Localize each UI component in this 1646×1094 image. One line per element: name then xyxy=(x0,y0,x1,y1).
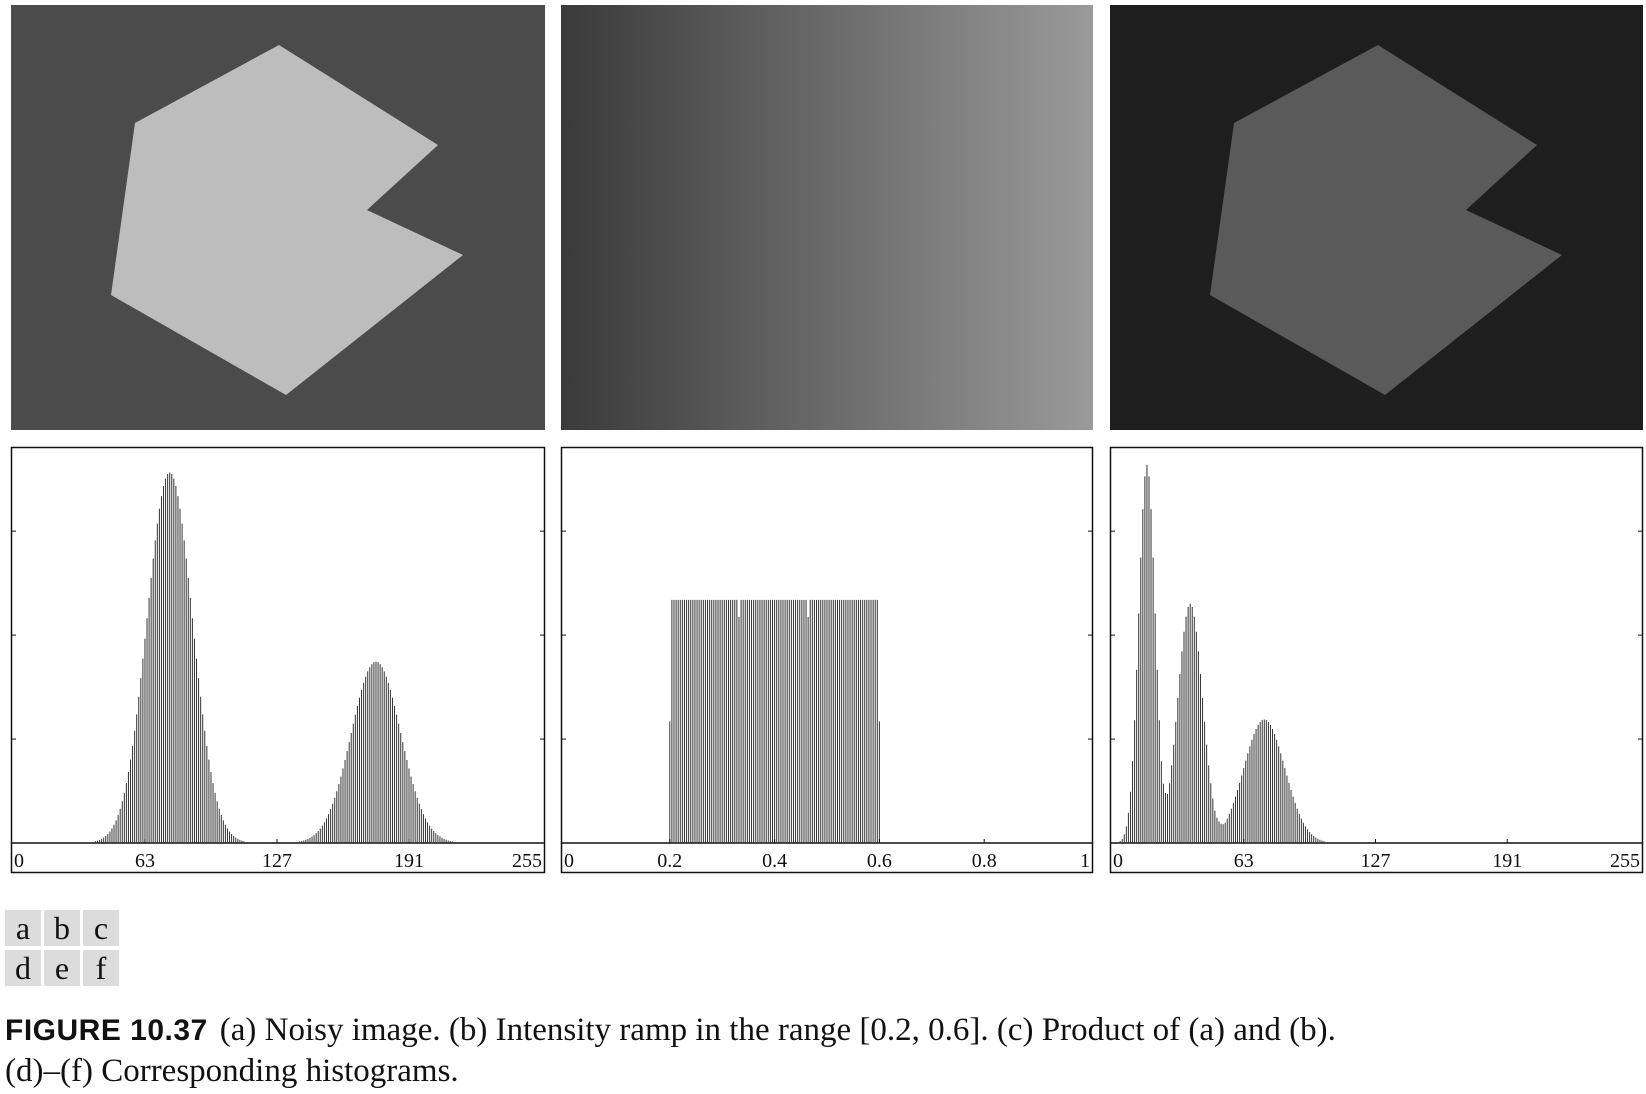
caption-line-1: (a) Noisy image. (b) Intensity ramp in t… xyxy=(219,1012,1336,1048)
x-tick-label: 127 xyxy=(262,850,292,872)
x-tick-label: 255 xyxy=(512,850,542,872)
product-polygon-shape xyxy=(1210,45,1562,395)
x-tick-label: 0.2 xyxy=(657,850,682,872)
histogram-frame xyxy=(1109,446,1644,874)
x-tick-label: 0 xyxy=(1113,850,1123,872)
panel-letter-d: d xyxy=(5,950,41,986)
histogram-frame xyxy=(10,446,546,874)
panel-letter-b: b xyxy=(44,910,80,946)
x-tick-label: 0.6 xyxy=(867,850,892,872)
x-tick-label: 191 xyxy=(394,850,424,872)
x-tick-label: 255 xyxy=(1610,850,1640,872)
intensity-ramp-panel xyxy=(561,5,1093,430)
noisy-image-panel xyxy=(11,5,545,430)
caption-line-2: (d)–(f) Corresponding histograms. xyxy=(5,1053,459,1089)
product-image-panel xyxy=(1110,5,1643,430)
x-tick-label: 0 xyxy=(14,850,24,872)
x-tick-label: 0.4 xyxy=(762,850,787,872)
panel-letter-grid: a b c d e f xyxy=(5,910,120,988)
noisy-polygon-shape xyxy=(111,45,463,395)
x-tick-label: 63 xyxy=(135,850,155,872)
panel-letter-e: e xyxy=(44,950,80,986)
x-tick-label: 191 xyxy=(1492,850,1522,872)
panel-letter-a: a xyxy=(5,910,41,946)
panel-letter-f: f xyxy=(83,950,119,986)
x-tick-label: 0.8 xyxy=(972,850,997,872)
histogram-f: 0 63 127 191 255 xyxy=(1109,446,1644,874)
figure-label: FIGURE 10.37 xyxy=(5,1014,208,1047)
histogram-d: 0 63 127 191 255 xyxy=(10,446,546,874)
panel-letter-c: c xyxy=(83,910,119,946)
x-tick-label: 63 xyxy=(1234,850,1254,872)
histogram-e: 0 0.2 0.4 0.6 0.8 1 xyxy=(560,446,1094,874)
x-tick-label: 0 xyxy=(564,850,574,872)
x-tick-label: 127 xyxy=(1360,850,1390,872)
x-tick-label: 1 xyxy=(1080,850,1090,872)
figure-caption: FIGURE 10.37 (a) Noisy image. (b) Intensi… xyxy=(5,1010,1635,1091)
